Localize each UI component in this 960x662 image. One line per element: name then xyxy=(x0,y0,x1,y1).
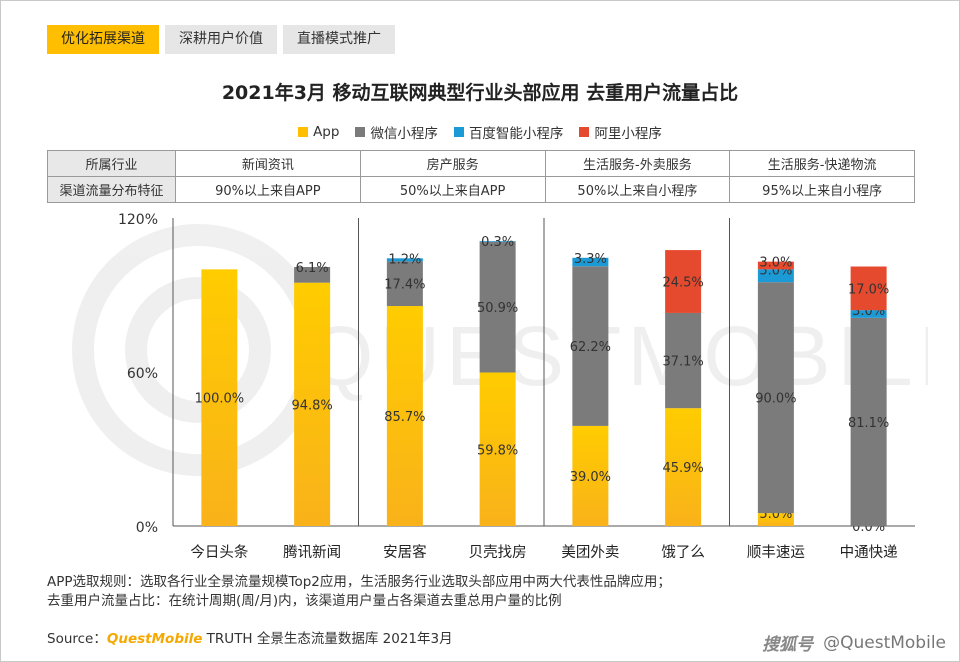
x-tick-label: 腾讯新闻 xyxy=(283,544,341,561)
table-cell: 90%以上来自APP xyxy=(175,176,361,203)
x-tick-label: 美团外卖 xyxy=(561,544,619,561)
legend-item: 阿里小程序 xyxy=(579,122,662,142)
notes: APP选取规则：选取各行业全景流量规模Top2应用，生活服务行业选取头部应用中两… xyxy=(47,573,671,611)
questmobile-brand: QuestMobile xyxy=(106,631,203,647)
legend-swatch xyxy=(579,127,590,137)
table-row: 渠道流量分布特征 90%以上来自APP 50%以上来自APP 50%以上来自小程… xyxy=(47,176,915,203)
table-cell: 95%以上来自小程序 xyxy=(729,176,915,203)
source-suffix: TRUTH 全景生态流量数据库 2021年3月 xyxy=(202,631,453,647)
bar-segment xyxy=(850,310,887,318)
x-tick-label: 今日头条 xyxy=(190,544,248,561)
tab-live-promotion[interactable]: 直播模式推广 xyxy=(283,25,395,54)
data-label: 50.9% xyxy=(477,301,518,316)
note-line-1: APP选取规则：选取各行业全景流量规模Top2应用，生活服务行业选取头部应用中两… xyxy=(47,574,671,590)
legend-label: 百度智能小程序 xyxy=(468,126,564,142)
source-prefix: Source： xyxy=(47,631,107,647)
table-cell: 新闻资讯 xyxy=(175,150,361,177)
bar-segment xyxy=(665,312,702,409)
bar-segment xyxy=(850,266,887,311)
bar-segment xyxy=(757,282,794,514)
legend-item: 微信小程序 xyxy=(355,122,438,142)
table-cell: 生活服务-快递物流 xyxy=(729,150,915,177)
data-label: 3.3% xyxy=(574,252,607,267)
data-label: 1.2% xyxy=(388,252,421,267)
data-label: 94.8% xyxy=(291,398,332,413)
x-tick-label: 中通快递 xyxy=(840,544,898,561)
industry-info-table: 所属行业 新闻资讯 房产服务 生活服务-外卖服务 生活服务-快递物流 渠道流量分… xyxy=(47,150,915,203)
x-tick-label: 饿了么 xyxy=(661,544,705,561)
legend-item: 百度智能小程序 xyxy=(453,122,564,142)
bar-segment xyxy=(294,267,331,283)
chart-title: 2021年3月 移动互联网典型行业头部应用 去重用户流量占比 xyxy=(221,82,739,104)
bar-segment xyxy=(294,282,331,526)
legend-label: 阿里小程序 xyxy=(594,126,662,142)
bar-segment xyxy=(665,250,702,313)
legend-swatch xyxy=(355,127,366,137)
y-tick-label: 0% xyxy=(136,520,158,536)
tab-optimize-channels[interactable]: 优化拓展渠道 xyxy=(47,25,159,54)
data-label: 81.1% xyxy=(848,416,889,431)
legend-swatch xyxy=(298,127,309,137)
bar-segment xyxy=(757,269,794,283)
data-label: 17.0% xyxy=(848,282,889,297)
source-line: Source：QuestMobile TRUTH 全景生态流量数据库 2021年… xyxy=(47,627,453,647)
data-label: 0.3% xyxy=(481,235,514,250)
sohu-logo: 搜狐号 xyxy=(762,635,814,655)
data-label: 37.1% xyxy=(662,355,703,370)
table-cell: 50%以上来自小程序 xyxy=(544,176,731,203)
bar-segment xyxy=(386,306,423,526)
note-line-2: 去重用户流量占比：在统计周期(周/月)内，该渠道用户量占各渠道去重总用户量的比例 xyxy=(47,593,562,609)
bar-segment xyxy=(479,241,516,373)
legend-label: App xyxy=(313,124,340,140)
table-cell: 50%以上来自APP xyxy=(359,176,546,203)
data-label: 24.5% xyxy=(662,276,703,291)
credit: 搜狐号 @QuestMobile xyxy=(762,630,946,656)
bar-segment xyxy=(386,261,423,307)
bar-segment xyxy=(479,241,516,242)
bar-segment xyxy=(850,317,887,526)
bar-segment xyxy=(479,372,516,526)
data-label: 39.0% xyxy=(570,470,611,485)
bar-segment xyxy=(201,269,238,526)
chart-legend: App 微信小程序 百度智能小程序 阿里小程序 xyxy=(0,122,960,142)
bar-segment xyxy=(572,425,609,526)
data-label: 6.1% xyxy=(296,261,329,276)
legend-item: App xyxy=(298,122,339,142)
x-tick-label: 顺丰速运 xyxy=(747,544,805,561)
data-label: 17.4% xyxy=(384,278,425,293)
credit-text: @QuestMobile xyxy=(823,632,946,653)
legend-swatch xyxy=(453,127,464,137)
bar-segment xyxy=(572,257,609,267)
data-label: 3.0% xyxy=(759,256,792,271)
bar-segment xyxy=(757,513,794,526)
row-header-traffic: 渠道流量分布特征 xyxy=(47,176,176,203)
bar-segment xyxy=(757,261,794,270)
data-label: 85.7% xyxy=(384,410,425,425)
bar-segment xyxy=(386,258,423,262)
data-label: 90.0% xyxy=(755,392,796,407)
y-tick-label: 60% xyxy=(127,366,158,382)
bar-segment xyxy=(665,408,702,526)
data-label: 100.0% xyxy=(195,392,245,407)
data-label: 59.8% xyxy=(477,443,518,458)
x-tick-label: 安居客 xyxy=(383,544,427,561)
x-tick-label: 贝壳找房 xyxy=(469,544,527,561)
y-tick-label: 120% xyxy=(118,212,158,228)
legend-label: 微信小程序 xyxy=(370,126,438,142)
data-label: 45.9% xyxy=(662,461,703,476)
bar-segment xyxy=(572,266,609,426)
data-label: 62.2% xyxy=(570,340,611,355)
tab-bar: 优化拓展渠道 深耕用户价值 直播模式推广 xyxy=(47,25,395,54)
tab-deepen-user-value[interactable]: 深耕用户价值 xyxy=(165,25,277,54)
